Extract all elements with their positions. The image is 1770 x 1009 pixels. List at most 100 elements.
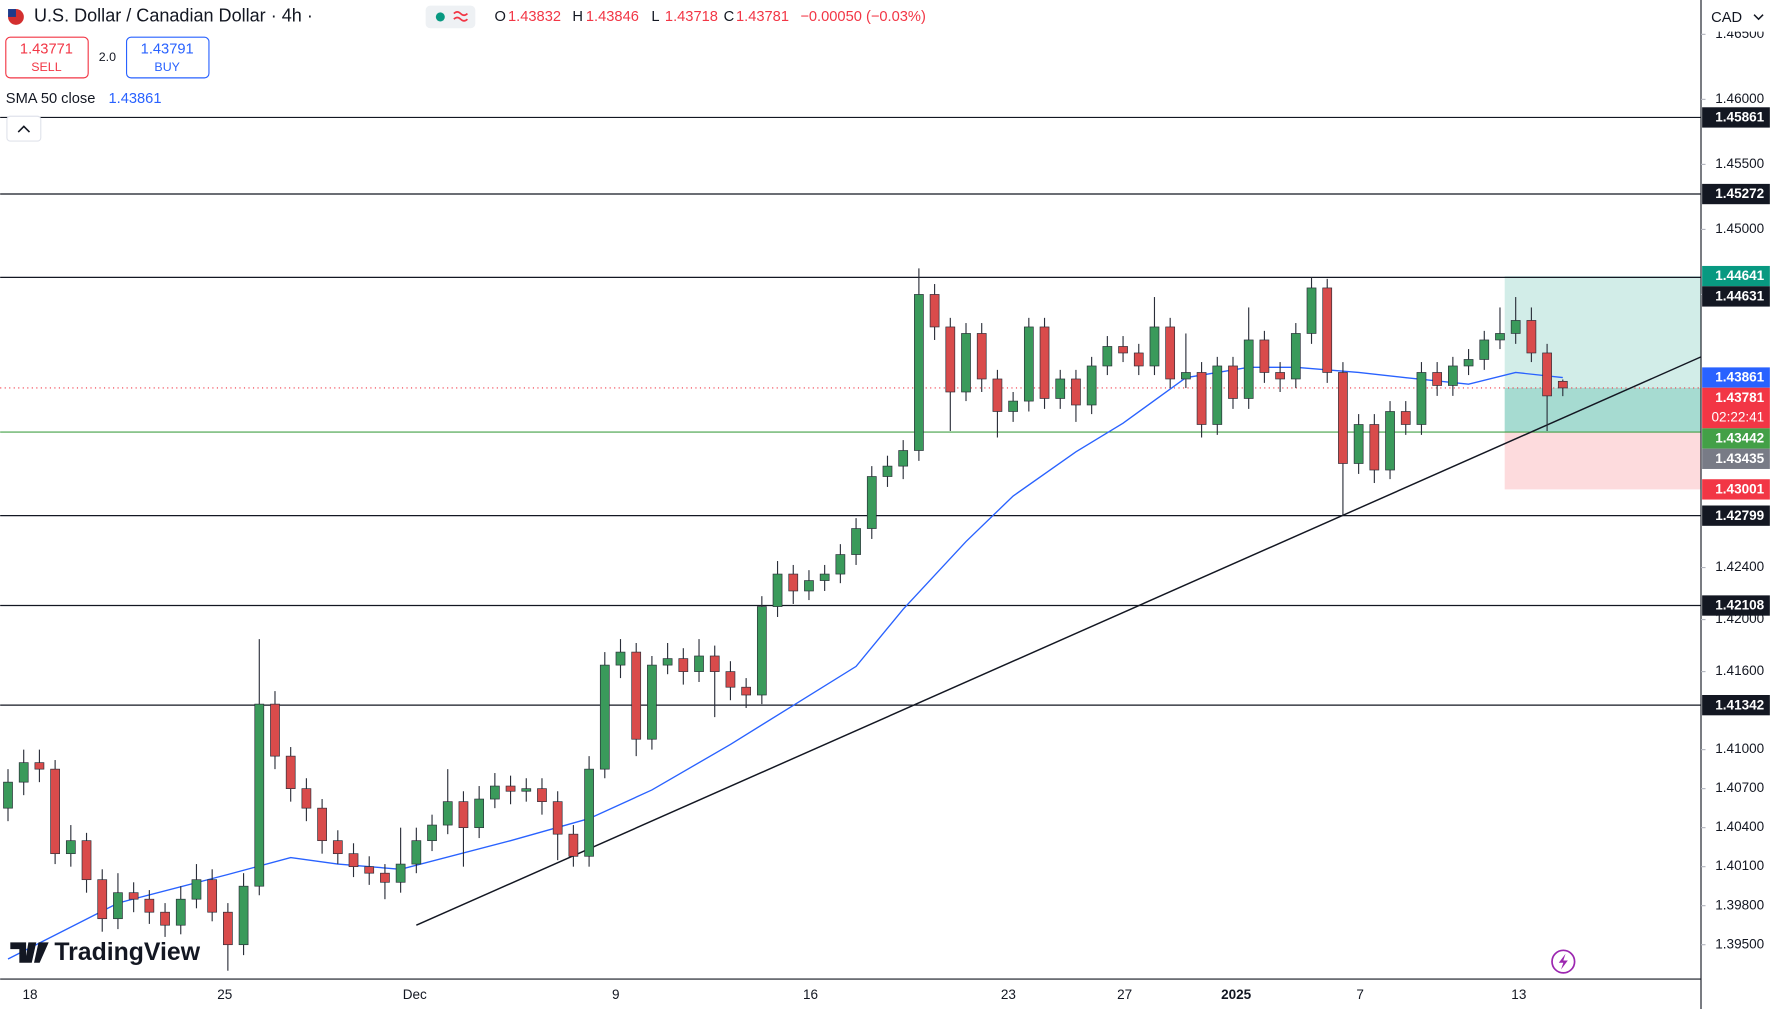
price-label-bg (1702, 505, 1770, 526)
candle-body (442, 801, 453, 826)
candle-body (1479, 339, 1490, 360)
candle-body (1338, 372, 1348, 464)
candle-body (678, 658, 689, 672)
candle-body (1557, 380, 1568, 389)
candle-body (819, 573, 830, 581)
candle-body (1385, 411, 1395, 471)
candle-body (1181, 372, 1191, 380)
candle-body (254, 703, 265, 887)
x-tick-label: 2025 (1221, 987, 1252, 1002)
sell-label[interactable]: SELL (31, 60, 61, 74)
candle-body (1275, 372, 1285, 380)
candle-body (1196, 372, 1207, 425)
candle-body (380, 872, 390, 883)
price-label-bg (1702, 595, 1770, 616)
candle-body (1212, 365, 1223, 425)
candle-body (301, 788, 312, 809)
candle-body (1353, 424, 1364, 464)
price-label: 1.45272 (1715, 186, 1764, 201)
position-open-pnl (1504, 387, 1702, 433)
currency-dropdown[interactable]: CAD (1711, 10, 1742, 26)
candle-body (1102, 346, 1113, 367)
candle-body (458, 801, 469, 829)
price-axis-bg (1701, 0, 1770, 1009)
lightning-button[interactable] (1551, 949, 1576, 974)
candle-body (160, 911, 170, 926)
price-label: 1.42799 (1715, 508, 1764, 523)
price-label: 1.44641 (1715, 268, 1764, 283)
trendline (416, 356, 1702, 926)
candle-body (50, 768, 60, 855)
candle-body (1086, 365, 1097, 406)
flag-icon-canton (8, 9, 16, 17)
y-tick-label: 1.46000 (1715, 91, 1764, 106)
x-tick-label: 18 (22, 987, 37, 1002)
y-tick-label: 1.39500 (1715, 936, 1764, 951)
buy-button[interactable] (125, 36, 210, 79)
candle-body (18, 762, 29, 783)
collapse-button[interactable] (6, 115, 42, 142)
price-label-bg (1702, 107, 1770, 128)
candle-body (976, 333, 987, 380)
candle-body (1259, 339, 1270, 373)
buy-label[interactable]: BUY (154, 60, 180, 74)
y-tick-label: 1.39800 (1715, 897, 1764, 912)
sma-legend-name: SMA 50 close (6, 91, 96, 107)
candle-body (395, 863, 406, 883)
price-label-bg (1702, 387, 1770, 429)
x-tick-label: 16 (803, 987, 818, 1002)
position-profit-zone (1504, 276, 1702, 433)
ohlc-value: 1.43781 (736, 9, 789, 25)
candle-body (411, 840, 422, 865)
candle-body (929, 294, 940, 328)
price-label-bg (1702, 286, 1770, 307)
candle-body (1149, 326, 1160, 367)
overlay: U.S. Dollar / Canadian Dollar · 4h · O 1.4… (5, 2, 1768, 974)
candle-body (804, 580, 814, 592)
price-label: 1.41342 (1715, 697, 1764, 712)
x-tick-label: 13 (1511, 987, 1526, 1002)
candle-body (945, 326, 956, 393)
buy-price[interactable]: 1.43791 (141, 42, 194, 58)
candle-body (3, 781, 13, 809)
candle-body (128, 892, 139, 900)
price-label: 1.43442 (1715, 431, 1764, 446)
candle-body (866, 476, 877, 529)
countdown-label: 02:22:41 (1712, 410, 1765, 425)
price-label-bg (1702, 448, 1770, 469)
candle-body (788, 573, 799, 592)
sell-price[interactable]: 1.43771 (20, 42, 73, 58)
sell-button[interactable] (5, 36, 89, 79)
candle-body (1306, 287, 1317, 334)
price-label-bg (1702, 428, 1770, 449)
price-label: 1.43435 (1715, 451, 1764, 466)
price-label-bg (1702, 479, 1770, 500)
candle-body (317, 807, 327, 842)
candle-body (1400, 411, 1411, 425)
candle-body (961, 333, 971, 393)
candle-body (81, 840, 92, 881)
status-wave (453, 11, 469, 22)
price-label-bg (1702, 694, 1770, 716)
status-pill (425, 5, 476, 29)
candle-body (364, 866, 375, 874)
candle-body (34, 762, 45, 770)
price-label-bg (1702, 265, 1770, 287)
candle-body (709, 655, 720, 672)
candle-body (1495, 333, 1505, 341)
price-label: 1.43001 (1715, 482, 1764, 497)
x-tick-label: Dec (403, 987, 427, 1002)
candle-body (1463, 359, 1474, 367)
symbol-title: U.S. Dollar / Canadian Dollar · 4h · (34, 6, 313, 26)
sma-legend-value: 1.43861 (108, 91, 161, 107)
logo-text: TradingView (54, 939, 200, 966)
candle-body (568, 833, 579, 857)
ohlc-letter: H (572, 9, 583, 25)
y-tick-label: 1.45000 (1715, 221, 1764, 236)
spread: 2.0 (99, 50, 116, 64)
candle-body (1165, 326, 1176, 380)
candle-body (1526, 320, 1537, 354)
y-tick-label: 1.41000 (1715, 741, 1764, 756)
